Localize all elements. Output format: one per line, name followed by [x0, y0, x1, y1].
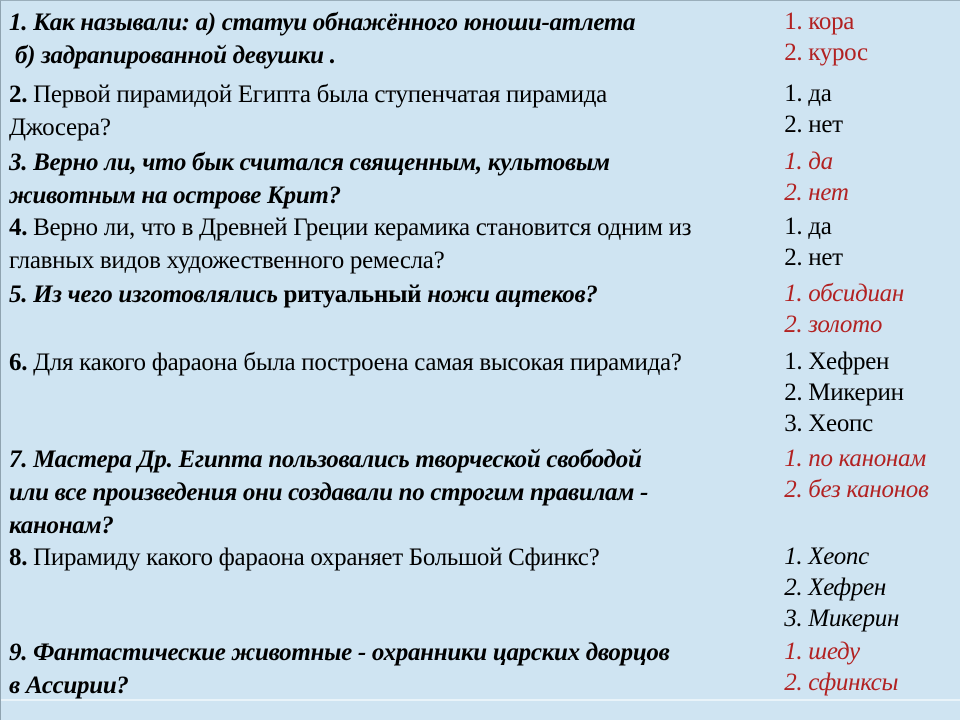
question-segment: 6. [9, 349, 28, 376]
question-cell: 4. Верно ли, что в Древней Греции керами… [1, 211, 780, 277]
answer-item: 2. нет [784, 111, 843, 138]
answer-item: 2. золото [784, 311, 883, 338]
table-row: 1. Как называли: а) статуи обнажённого ю… [1, 1, 960, 73]
answer-item: 3. Микерин [784, 605, 900, 632]
question-line: в Ассирии? [9, 669, 780, 702]
answer-item: 2. нет [784, 244, 843, 271]
answer-item: 1. по канонам [784, 445, 926, 472]
answer-item: 2. Хефрен [784, 574, 886, 601]
question-line: Джосера? [9, 111, 780, 144]
question-segment: 2. [9, 81, 28, 108]
question-segment: Джосера? [9, 114, 111, 141]
question-segment: 8. [9, 544, 28, 571]
question-cell: 1. Как называли: а) статуи обнажённого ю… [1, 6, 780, 72]
answers-cell: 1. Хефрен 2. Микерин 3. Хеопс [780, 346, 960, 439]
question-segment: или все произведения они создавали по ст… [9, 479, 649, 506]
answer-item: 2. курос [784, 39, 868, 66]
answers-cell: 1. да 2. нет [780, 78, 960, 140]
question-line: или все произведения они создавали по ст… [9, 476, 780, 509]
question-segment: ножи ацтеков? [421, 281, 598, 308]
question-line: 3. Верно ли, что бык считался священным,… [9, 146, 780, 179]
question-line: б) задрапированной девушки . [9, 39, 780, 72]
answers-cell: 1. шеду 2. сфинксы [780, 636, 960, 698]
table-row: 4. Верно ли, что в Древней Греции керами… [1, 206, 960, 274]
question-segment: 9. Фантастические животные - охранники ц… [9, 639, 670, 666]
answers-cell: 1. по канонам 2. без канонов [780, 443, 960, 505]
question-segment: Пирамиду какого фараона охраняет Большой… [27, 544, 600, 571]
question-segment: 5. Из чего изготовлялись [9, 281, 284, 308]
answer-item: 1. шеду [784, 638, 860, 665]
question-line: главных видов художественного ремесла? [9, 244, 780, 277]
question-segment: 7. Мастера Др. Египта пользовались творч… [9, 446, 642, 473]
answers-cell: 1. обсидиан 2. золото [780, 278, 960, 340]
answer-item: 1. обсидиан [784, 280, 904, 307]
answer-item: 2. нет [784, 179, 849, 206]
table-row: 3. Верно ли, что бык считался священным,… [1, 141, 960, 209]
table-row: 8. Пирамиду какого фараона охраняет Боль… [1, 536, 960, 634]
answer-item: 2. сфинксы [784, 669, 899, 696]
question-line: 9. Фантастические животные - охранники ц… [9, 636, 780, 669]
question-line: животным на острове Крит? [9, 179, 780, 212]
question-cell: 5. Из чего изготовлялись ритуальный ножи… [1, 278, 780, 311]
answer-item: 1. Хефрен [784, 348, 890, 375]
question-line: 8. Пирамиду какого фараона охраняет Боль… [9, 541, 780, 574]
answer-item: 1. да [784, 213, 832, 240]
question-segment: 4. [9, 214, 28, 241]
quiz-table: 1. Как называли: а) статуи обнажённого ю… [1, 1, 960, 701]
question-segment: в Ассирии? [9, 672, 129, 699]
answers-cell: 1. да 2. нет [780, 146, 960, 208]
answer-item: 1. Хеопс [784, 543, 869, 570]
question-cell: 2. Первой пирамидой Египта была ступенча… [1, 78, 780, 144]
table-row: 7. Мастера Др. Египта пользовались творч… [1, 438, 960, 539]
question-segment: ритуальный [283, 281, 422, 308]
question-segment: Для какого фараона была построена самая … [27, 349, 682, 376]
table-row: 9. Фантастические животные - охранники ц… [1, 631, 960, 701]
answer-item: 1. кора [784, 8, 855, 35]
question-line: 4. Верно ли, что в Древней Греции керами… [9, 211, 780, 244]
question-segment: главных видов художественного ремесла? [9, 247, 445, 274]
question-cell: 8. Пирамиду какого фараона охраняет Боль… [1, 541, 780, 574]
answers-cell: 1. кора 2. курос [780, 6, 960, 68]
question-line: канонам? [9, 509, 780, 542]
question-line: 7. Мастера Др. Египта пользовались творч… [9, 443, 780, 476]
answers-cell: 1. Хеопс 2. Хефрен 3. Микерин [780, 541, 960, 634]
question-segment: 1. Как называли: а) статуи обнажённого ю… [9, 9, 636, 36]
table-row: 2. Первой пирамидой Египта была ступенча… [1, 73, 960, 141]
question-cell: 6. Для какого фараона была построена сам… [1, 346, 780, 379]
answers-cell: 1. да 2. нет [780, 211, 960, 273]
question-segment: канонам? [9, 512, 114, 539]
question-segment: б) задрапированной девушки . [9, 42, 336, 69]
question-segment: животным на острове Крит? [9, 182, 341, 209]
question-segment: 3. Верно ли, что бык считался священным,… [9, 149, 610, 176]
answer-item: 3. Хеопс [784, 410, 873, 437]
question-line: 6. Для какого фараона была построена сам… [9, 346, 780, 379]
table-row: 5. Из чего изготовлялись ритуальный ножи… [1, 273, 960, 341]
answer-item: 1. да [784, 80, 832, 107]
question-line: 2. Первой пирамидой Египта была ступенча… [9, 78, 780, 111]
question-cell: 7. Мастера Др. Египта пользовались творч… [1, 443, 780, 542]
question-line: 1. Как называли: а) статуи обнажённого ю… [9, 6, 780, 39]
answer-item: 1. да [784, 148, 833, 175]
answer-item: 2. без канонов [784, 476, 929, 503]
question-segment: Первой пирамидой Египта была ступенчатая… [27, 81, 607, 108]
question-segment: Верно ли, что в Древней Греции керамика … [27, 214, 692, 241]
question-line: 5. Из чего изготовлялись ритуальный ножи… [9, 278, 780, 311]
question-cell: 9. Фантастические животные - охранники ц… [1, 636, 780, 702]
table-row: 6. Для какого фараона была построена сам… [1, 341, 960, 438]
answer-item: 2. Микерин [784, 379, 904, 406]
question-cell: 3. Верно ли, что бык считался священным,… [1, 146, 780, 212]
